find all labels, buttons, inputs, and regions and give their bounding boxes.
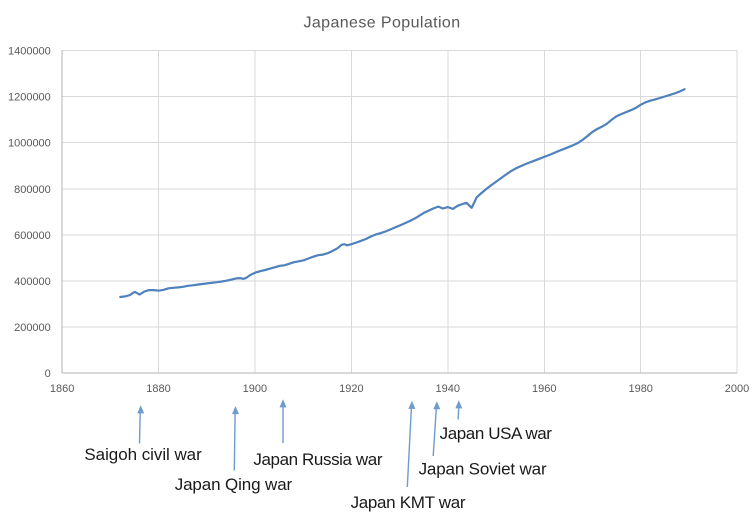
svg-text:Saigoh civil war: Saigoh civil war	[84, 445, 202, 464]
svg-text:1980: 1980	[628, 383, 652, 395]
svg-text:1880: 1880	[146, 383, 170, 395]
svg-text:1000000: 1000000	[8, 138, 51, 150]
svg-text:200000: 200000	[14, 322, 51, 334]
svg-text:1940: 1940	[436, 383, 460, 395]
svg-text:600000: 600000	[14, 230, 51, 242]
svg-text:1860: 1860	[50, 383, 74, 395]
svg-text:1400000: 1400000	[8, 46, 51, 58]
svg-text:1920: 1920	[339, 383, 363, 395]
svg-text:400000: 400000	[14, 276, 51, 288]
svg-text:Japan Qing war: Japan Qing war	[175, 475, 293, 494]
svg-text:1960: 1960	[532, 383, 556, 395]
svg-text:0: 0	[45, 368, 51, 380]
svg-text:1900: 1900	[243, 383, 267, 395]
svg-text:2000: 2000	[725, 383, 749, 395]
svg-text:Japanese Population: Japanese Population	[303, 14, 460, 31]
svg-text:Japan KMT war: Japan KMT war	[351, 493, 466, 512]
svg-text:800000: 800000	[14, 184, 51, 196]
svg-text:1200000: 1200000	[8, 92, 51, 104]
svg-text:Japan Soviet war: Japan Soviet war	[419, 459, 547, 478]
svg-text:Japan Russia war: Japan Russia war	[253, 450, 382, 469]
svg-text:Japan USA war: Japan USA war	[440, 424, 553, 443]
